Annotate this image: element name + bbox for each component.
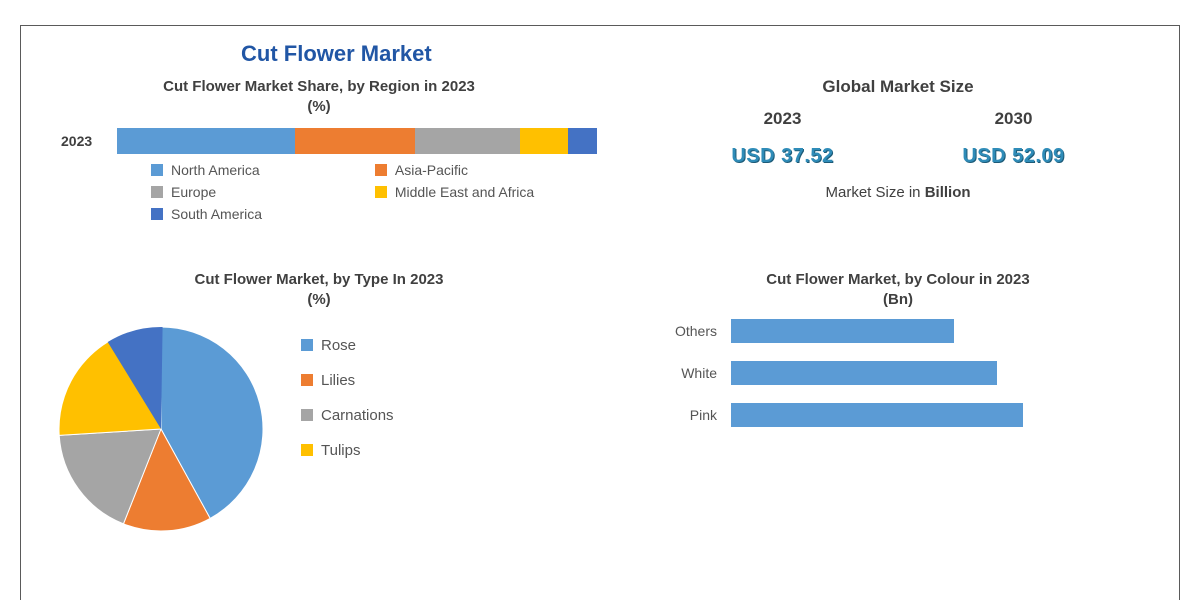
colour-bar-label: White	[647, 365, 717, 381]
region-legend-item: North America	[151, 162, 325, 178]
region-bar-row-label: 2023	[61, 133, 107, 149]
legend-label: Tulips	[321, 442, 360, 459]
region-bar-segment	[568, 128, 597, 154]
region-legend-item: Middle East and Africa	[375, 184, 597, 200]
region-bar-segment	[520, 128, 568, 154]
colour-bar-track	[731, 361, 1091, 385]
market-size-panel: Global Market Size 2023 2030 USD 37.52 U…	[637, 77, 1159, 260]
legend-swatch	[301, 374, 313, 386]
region-bar-segment	[295, 128, 415, 154]
legend-label: Europe	[171, 184, 216, 200]
legend-swatch	[301, 444, 313, 456]
market-size-title: Global Market Size	[667, 77, 1129, 97]
legend-swatch	[151, 164, 163, 176]
legend-label: North America	[171, 162, 260, 178]
legend-swatch	[151, 186, 163, 198]
region-bar-segment	[117, 128, 295, 154]
region-bar-segment	[415, 128, 521, 154]
legend-swatch	[301, 409, 313, 421]
legend-label: South America	[171, 206, 262, 222]
colour-bar-label: Pink	[647, 407, 717, 423]
type-legend-item: Lilies	[301, 372, 394, 389]
colour-bar-row: White	[647, 361, 1159, 385]
region-share-panel: Cut Flower Market Share, by Region in 20…	[41, 77, 597, 260]
legend-swatch	[301, 339, 313, 351]
type-pie-svg	[51, 319, 271, 539]
type-pie-legend: Rose Lilies Carnations Tulips	[301, 337, 394, 459]
type-chart-title: Cut Flower Market, by Type In 2023(%)	[41, 270, 597, 311]
region-stacked-bar-wrap: 2023	[61, 128, 597, 154]
colour-bar-fill	[731, 403, 1023, 427]
region-chart-title: Cut Flower Market Share, by Region in 20…	[41, 77, 597, 118]
market-size-year-0: 2023	[764, 109, 802, 129]
legend-label: Asia-Pacific	[395, 162, 468, 178]
colour-bar-fill	[731, 361, 997, 385]
type-legend-item: Carnations	[301, 407, 394, 424]
market-size-years-row: 2023 2030	[667, 109, 1129, 129]
colour-bar-fill	[731, 319, 954, 343]
market-size-note: Market Size in Billion	[667, 184, 1129, 201]
main-title: Cut Flower Market	[241, 41, 1159, 67]
layout-grid: Cut Flower Market Share, by Region in 20…	[41, 77, 1159, 577]
legend-swatch	[375, 164, 387, 176]
region-legend-item: Europe	[151, 184, 325, 200]
type-legend-item: Rose	[301, 337, 394, 354]
type-pie-area: Rose Lilies Carnations Tulips	[51, 319, 597, 539]
market-size-values-row: USD 37.52 USD 52.09	[667, 145, 1129, 168]
legend-label: Carnations	[321, 407, 394, 424]
colour-bar-label: Others	[647, 323, 717, 339]
colour-bar-track	[731, 319, 1091, 343]
market-size-note-bold: Billion	[925, 184, 971, 201]
market-size-year-1: 2030	[995, 109, 1033, 129]
type-pie-panel: Cut Flower Market, by Type In 2023(%) Ro…	[41, 270, 597, 577]
legend-label: Lilies	[321, 372, 355, 389]
region-legend: North America Asia-Pacific Europe Middle Ea…	[151, 162, 597, 222]
legend-label: Rose	[321, 337, 356, 354]
type-legend-item: Tulips	[301, 442, 394, 459]
region-stacked-bar	[117, 128, 597, 154]
legend-swatch	[151, 208, 163, 220]
market-size-value-0: USD 37.52	[731, 145, 833, 168]
colour-bar-panel: Cut Flower Market, by Colour in 2023(Bn)…	[637, 270, 1159, 577]
region-legend-item: South America	[151, 206, 325, 222]
region-legend-item: Asia-Pacific	[375, 162, 597, 178]
colour-bar-row: Others	[647, 319, 1159, 343]
market-size-note-prefix: Market Size in	[825, 184, 924, 201]
legend-swatch	[375, 186, 387, 198]
colour-bar-track	[731, 403, 1091, 427]
colour-hbar-chart: Others White Pink	[647, 319, 1159, 427]
colour-bar-row: Pink	[647, 403, 1159, 427]
legend-label: Middle East and Africa	[395, 184, 534, 200]
colour-chart-title: Cut Flower Market, by Colour in 2023(Bn)	[637, 270, 1159, 311]
infographic-frame: Cut Flower Market Cut Flower Market Shar…	[20, 25, 1180, 600]
market-size-value-1: USD 52.09	[962, 145, 1064, 168]
